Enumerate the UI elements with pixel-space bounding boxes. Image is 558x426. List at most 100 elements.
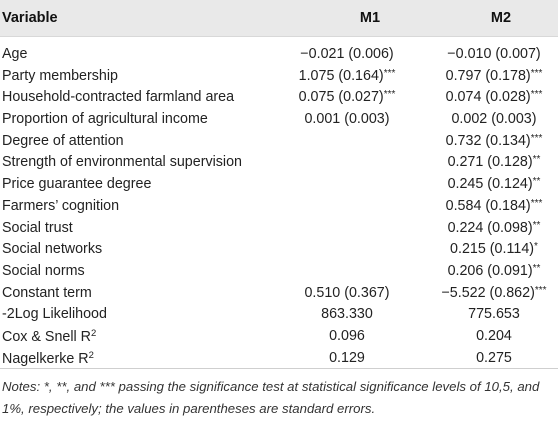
m2-significance-stars: ** [532, 154, 541, 166]
cell-m2: 0.074 (0.028)*** [430, 89, 558, 105]
table-row: Degree of attention 0.732 (0.134)*** [0, 131, 558, 153]
cell-m1: 1.075 (0.164)*** [256, 68, 438, 84]
m2-significance-stars: *** [534, 284, 547, 296]
cell-m1: 0.510 (0.367) [256, 285, 438, 301]
m1-value: 0.096 [329, 327, 365, 344]
m2-value: −5.522 (0.862) [441, 284, 535, 301]
variable-label: Nagelkerke R [2, 350, 89, 367]
table-notes: Notes: *, **, and *** passing the signif… [2, 379, 540, 416]
cell-variable: -2Log Likelihood [2, 306, 107, 322]
variable-label: Social networks [2, 241, 103, 258]
m1-value: 0.001 (0.003) [304, 111, 390, 128]
m2-value: 0.245 (0.124) [447, 176, 533, 193]
cell-variable: Cox & Snell R2 [2, 328, 96, 345]
cell-m2: −0.010 (0.007) [430, 46, 558, 62]
table-row: Constant term 0.510 (0.367) −5.522 (0.862)… [0, 283, 558, 305]
variable-label: Social norms [2, 262, 85, 279]
table-row: Cox & Snell R2 0.096 0.204 [0, 326, 558, 348]
m2-value: 0.584 (0.184) [445, 197, 531, 214]
variable-label: Proportion of agricultural income [2, 111, 208, 128]
m1-value: 0.510 (0.367) [304, 284, 390, 301]
variable-superscript: 2 [88, 349, 94, 361]
cell-m2: 0.245 (0.124)** [430, 176, 558, 192]
m2-significance-stars: *** [530, 132, 543, 144]
table-row: Price guarantee degree 0.245 (0.124)** [0, 174, 558, 196]
cell-m2: −5.522 (0.862)*** [430, 285, 558, 301]
variable-label: -2Log Likelihood [2, 306, 107, 323]
table-header: Variable M1 M2 [0, 0, 558, 37]
table-row: Strength of environmental supervision 0.2… [0, 152, 558, 174]
table-row: Age −0.021 (0.006) −0.010 (0.007) [0, 44, 558, 66]
table-row: -2Log Likelihood 863.330 775.653 [0, 304, 558, 326]
cell-m2: 0.204 [430, 328, 558, 344]
table-row: Proportion of agricultural income 0.001 (… [0, 109, 558, 131]
m2-value: 0.271 (0.128) [447, 154, 533, 171]
variable-label: Price guarantee degree [2, 176, 152, 193]
cell-variable: Age [2, 46, 27, 62]
variable-label: Degree of attention [2, 132, 124, 149]
m1-value: 0.075 (0.027) [298, 89, 384, 106]
m2-value: 0.224 (0.098) [447, 219, 533, 236]
m2-value: 0.074 (0.028) [445, 89, 531, 106]
cell-m1: 0.096 [256, 328, 438, 344]
cell-variable: Price guarantee degree [2, 176, 151, 192]
cell-m1: 0.075 (0.027)*** [256, 89, 438, 105]
header-m2: M2 [490, 10, 512, 26]
cell-variable: Social trust [2, 220, 73, 236]
variable-label: Farmers’ cognition [2, 197, 120, 214]
cell-m2: 0.206 (0.091)** [430, 263, 558, 279]
m2-value: 0.215 (0.114) [450, 241, 535, 258]
m2-significance-stars: ** [532, 262, 541, 274]
cell-variable: Degree of attention [2, 133, 124, 149]
m2-significance-stars: *** [530, 67, 543, 79]
variable-superscript: 2 [91, 327, 97, 339]
cell-variable: Nagelkerke R2 [2, 350, 94, 367]
table-row: Social networks 0.215 (0.114)* [0, 239, 558, 261]
m2-significance-stars: ** [532, 219, 541, 231]
cell-m2: 0.215 (0.114)* [430, 241, 558, 257]
header-m1: M1 [359, 10, 381, 26]
cell-m2: 0.732 (0.134)*** [430, 133, 558, 149]
m2-value: 0.204 [476, 327, 512, 344]
cell-variable: Party membership [2, 68, 118, 84]
table-row: Nagelkerke R2 0.129 0.275 [0, 348, 558, 370]
m2-significance-stars: ** [532, 176, 541, 188]
m1-significance-stars: *** [383, 67, 396, 79]
m2-value: 775.653 [468, 306, 520, 323]
variable-label: Social trust [2, 219, 73, 236]
m2-significance-stars: *** [530, 89, 543, 101]
cell-variable: Household-contracted farmland area [2, 89, 234, 105]
m2-value: 0.002 (0.003) [451, 111, 537, 128]
m1-value: 863.330 [321, 306, 373, 323]
variable-label: Household-contracted farmland area [2, 89, 235, 106]
cell-variable: Proportion of agricultural income [2, 111, 208, 127]
cell-m2: 0.275 [430, 350, 558, 366]
variable-label: Strength of environmental supervision [2, 154, 243, 171]
m2-value: 0.732 (0.134) [445, 132, 531, 149]
m1-value: −0.021 (0.006) [300, 46, 394, 62]
m2-value: 0.797 (0.178) [445, 67, 531, 84]
table-row: Social norms 0.206 (0.091)** [0, 261, 558, 283]
table-body: Age −0.021 (0.006) −0.010 (0.007) Party mem… [0, 44, 558, 369]
variable-label: Age [2, 46, 28, 62]
cell-m1: 0.129 [256, 350, 438, 366]
cell-variable: Social norms [2, 263, 85, 279]
cell-variable: Social networks [2, 241, 102, 257]
cell-m1: 0.001 (0.003) [256, 111, 438, 127]
table-row: Party membership 1.075 (0.164)*** 0.797 (0… [0, 66, 558, 88]
variable-label: Party membership [2, 67, 119, 84]
variable-label: Constant term [2, 284, 92, 301]
m1-value: 1.075 (0.164) [298, 67, 384, 84]
m2-significance-stars: * [534, 241, 538, 253]
cell-m1: 863.330 [256, 306, 438, 322]
m1-significance-stars: *** [383, 89, 396, 101]
cell-m2: 0.797 (0.178)*** [430, 68, 558, 84]
variable-label: Cox & Snell R [2, 328, 91, 345]
table-row: Social trust 0.224 (0.098)** [0, 218, 558, 240]
cell-variable: Strength of environmental supervision [2, 154, 242, 170]
m2-value: 0.275 [476, 349, 512, 366]
table-row: Farmers’ cognition 0.584 (0.184)*** [0, 196, 558, 218]
cell-m2: 0.271 (0.128)** [430, 154, 558, 170]
cell-m2: 0.002 (0.003) [430, 111, 558, 127]
table-row: Household-contracted farmland area 0.075 … [0, 87, 558, 109]
